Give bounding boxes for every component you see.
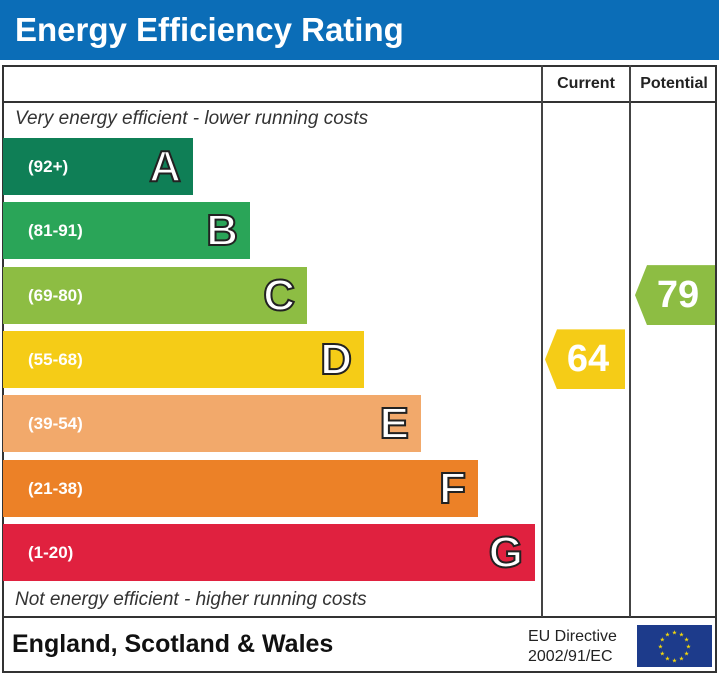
band-letter: A [148, 141, 182, 192]
eu-star-icon: ★ [658, 644, 663, 651]
band-range: (92+) [28, 157, 69, 176]
band-bar-a: (92+) A [3, 138, 193, 195]
band-bar-f: (21-38) F [3, 459, 478, 517]
current-rating-value: 64 [566, 338, 610, 381]
eu-directive: EU Directive 2002/91/EC [528, 627, 617, 667]
region-label: England, Scotland & Wales [12, 630, 334, 658]
eu-star-icon: ★ [686, 644, 691, 651]
eu-star-icon: ★ [684, 651, 689, 658]
eu-star-icon: ★ [672, 658, 677, 665]
page-title: Energy Efficiency Rating [0, 0, 719, 60]
band-bar-b: (81-91) B [3, 202, 250, 260]
band-range: (69-80) [28, 285, 83, 305]
band-range: (81-91) [28, 221, 83, 241]
eu-star-icon: ★ [660, 637, 665, 644]
footer-divider [2, 616, 717, 618]
potential-rating-value: 79 [656, 274, 700, 317]
eu-star-icon: ★ [679, 631, 684, 638]
eu-star-icon: ★ [672, 630, 677, 637]
potential-column-divider [629, 65, 631, 617]
band-range: (39-54) [28, 414, 83, 434]
band-bar-g: (1-20) G [3, 523, 535, 581]
header-divider [2, 101, 717, 103]
potential-column-header: Potential [640, 75, 708, 92]
eu-flag-icon: ★ ★★★★★★★★★★★ [637, 625, 712, 667]
band-bar-d: (55-68) D [3, 330, 364, 388]
band-letter: G [488, 527, 524, 578]
current-column-header: Current [557, 75, 615, 92]
band-range: (1-20) [28, 542, 74, 562]
eu-directive-line1: EU Directive [528, 628, 617, 645]
band-bar-c: (69-80) C [3, 266, 307, 324]
band-range: (21-38) [28, 478, 83, 498]
band-letter: B [205, 205, 239, 256]
potential-rating-arrow: 79 [635, 265, 715, 326]
band-letter: E [379, 398, 410, 449]
eu-star-icon: ★ [679, 656, 684, 663]
current-column-divider [541, 65, 543, 617]
eu-star-icon: ★ [665, 656, 670, 663]
current-rating-arrow: 64 [545, 329, 625, 390]
eu-directive-line2: 2002/91/EC [528, 648, 613, 665]
top-note: Very energy efficient - lower running co… [15, 108, 369, 129]
bottom-note: Not energy efficient - higher running co… [15, 589, 367, 610]
eu-star-icon: ★ [665, 631, 670, 638]
band-letter: D [319, 334, 353, 385]
band-letter: F [438, 463, 467, 514]
band-range: (55-68) [28, 349, 83, 369]
band-letter: C [262, 270, 296, 321]
eu-star-icon: ★ [660, 651, 665, 658]
eu-star-icon: ★ [684, 637, 689, 644]
band-bar-e: (39-54) E [3, 395, 421, 453]
